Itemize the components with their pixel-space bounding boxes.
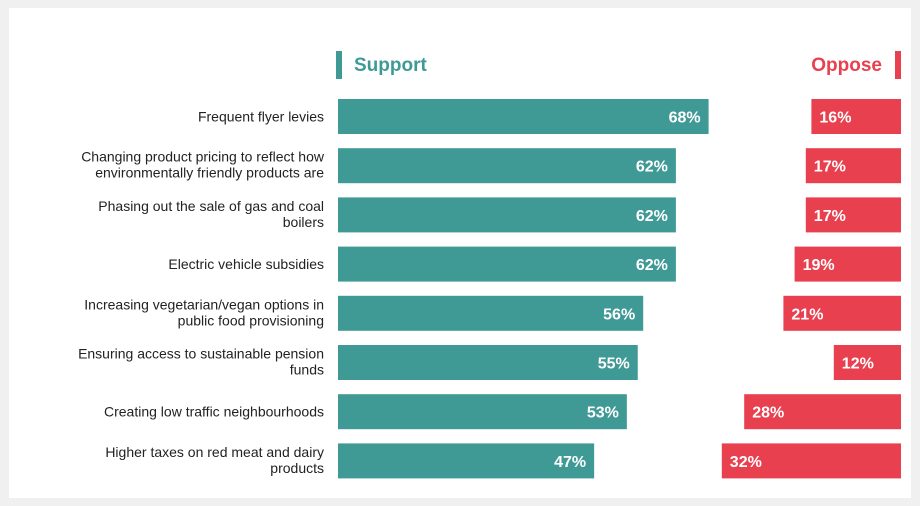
oppose-bar [744,394,901,430]
support-bar [338,246,676,282]
category-label: Higher taxes on red meat and dairy produc… [105,444,324,476]
support-bar [338,197,676,233]
oppose-bar [794,246,901,282]
legend-oppose-label: Oppose [811,55,882,76]
support-value-label: 55% [598,356,630,373]
support-value-label: 47% [554,454,586,471]
category-label: Ensuring access to sustainable pension fu… [78,346,324,378]
support-bar [338,99,709,134]
support-value-label: 62% [636,159,668,176]
oppose-bar [805,148,901,184]
oppose-value-label: 17% [814,159,846,176]
oppose-bar [805,197,901,233]
oppose-value-label: 17% [814,208,846,225]
oppose-bar [811,99,901,134]
category-label: Increasing vegetarian/vegan options in pu… [84,296,324,328]
oppose-bar [783,295,901,331]
legend-support-label: Support [354,55,427,76]
legend-oppose-marker [895,51,901,79]
category-label: Creating low traffic neighbourhoods [104,404,324,420]
category-label: Phasing out the sale of gas and coal boil… [98,198,324,230]
oppose-value-label: 16% [819,110,851,127]
oppose-bar [721,443,901,479]
support-value-label: 53% [587,405,619,422]
legend-support-marker [336,51,342,79]
oppose-value-label: 12% [842,356,874,373]
support-value-label: 62% [636,208,668,225]
support-bar [338,295,644,331]
support-value-label: 68% [669,110,701,127]
support-bar [338,148,676,184]
support-bar [338,443,595,479]
oppose-bar [833,345,901,380]
category-label: Changing product pricing to reflect how e… [81,149,325,181]
support-value-label: 56% [603,306,635,323]
support-value-label: 62% [636,257,668,274]
oppose-value-label: 21% [791,306,823,323]
oppose-value-label: 32% [730,454,762,471]
support-bar [338,345,638,380]
support-bar [338,394,627,430]
category-label: Frequent flyer levies [198,109,324,125]
category-label: Electric vehicle subsidies [168,256,324,272]
oppose-value-label: 19% [803,257,835,274]
oppose-value-label: 28% [752,405,784,422]
chart-canvas: Support Oppose Frequent flyer levies 68% 16%… [9,8,911,498]
chart: Support Oppose Frequent flyer levies 68% 16%… [78,51,901,479]
